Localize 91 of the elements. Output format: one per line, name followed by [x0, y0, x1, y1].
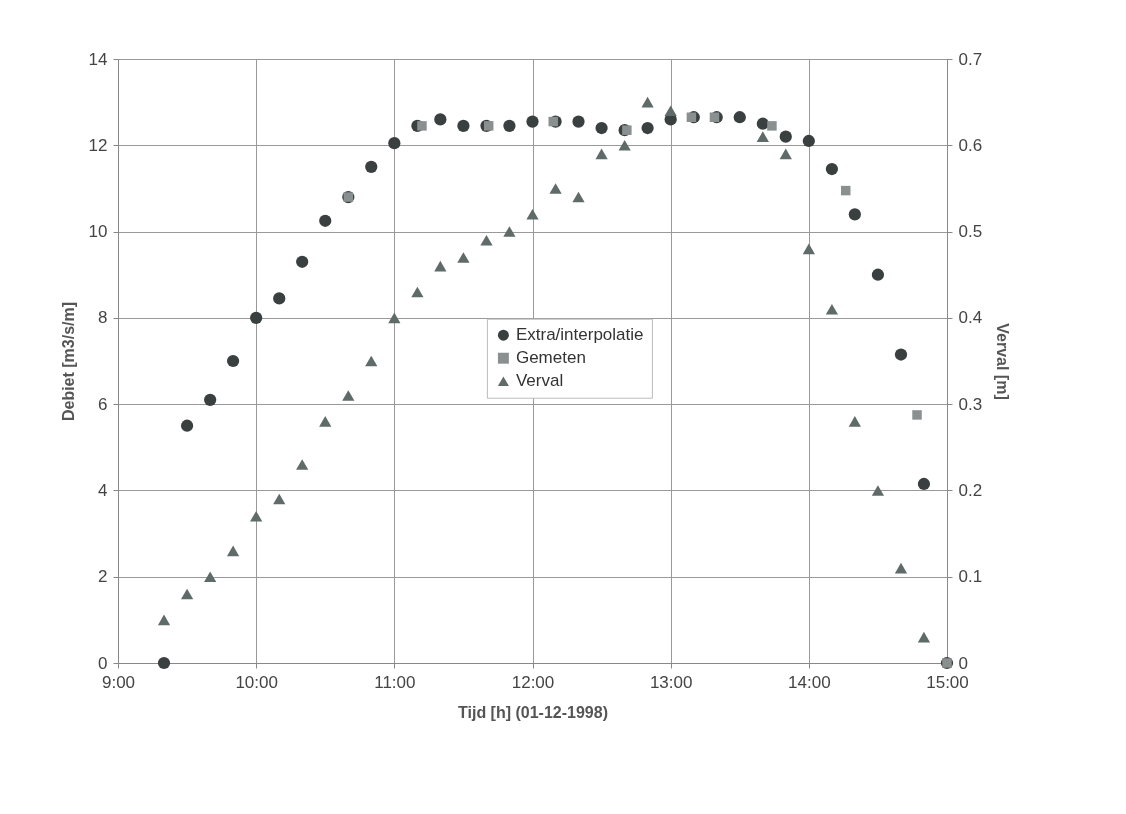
- point: [250, 311, 263, 324]
- point: [779, 130, 792, 143]
- point: [526, 115, 539, 128]
- point: [825, 303, 839, 315]
- point: [917, 477, 931, 491]
- point: [572, 115, 585, 128]
- x-tick-label: 12:00: [511, 672, 555, 692]
- point: [572, 191, 585, 203]
- point: [733, 111, 746, 124]
- point: [157, 614, 171, 626]
- y2-tick-label: 0.5: [958, 222, 983, 242]
- point: [848, 208, 861, 221]
- point: [894, 562, 908, 574]
- point: [388, 312, 401, 324]
- x-axis-title: Tijd [h] (01-12-1998): [458, 703, 608, 721]
- y-tick-label: 10: [88, 222, 108, 242]
- point: [204, 393, 217, 406]
- point: [226, 545, 240, 557]
- x-tick-label: 13:00: [649, 672, 693, 692]
- y-tick-label: 8: [98, 308, 108, 328]
- y2-tick-label: 0.7: [958, 49, 983, 69]
- y2-tick-label: 0.2: [958, 480, 983, 500]
- point: [526, 209, 539, 220]
- point: [480, 234, 493, 246]
- legend-label: Verval: [515, 371, 564, 391]
- y2-tick-label: 0.6: [958, 135, 983, 155]
- x-tick-label: 14:00: [788, 672, 831, 692]
- point: [157, 656, 171, 670]
- point: [917, 631, 931, 643]
- point: [319, 416, 332, 427]
- point: [204, 571, 217, 583]
- x-tick-label: 9:00: [101, 672, 136, 692]
- x-tick-label: 11:00: [374, 672, 416, 692]
- point: [848, 416, 861, 427]
- point: [457, 252, 470, 263]
- point: [365, 160, 378, 173]
- point: [664, 105, 677, 117]
- point: [434, 113, 447, 126]
- point: [825, 162, 839, 176]
- point: [779, 148, 792, 160]
- y-tick-label: 14: [88, 49, 108, 69]
- y-tick-label: 12: [88, 135, 108, 155]
- point: [417, 121, 427, 131]
- x-tick-label: 10:00: [235, 672, 278, 692]
- point: [180, 588, 194, 600]
- point: [457, 119, 470, 132]
- point: [871, 268, 885, 281]
- point: [226, 354, 240, 368]
- y-tick-label: 0: [98, 653, 108, 673]
- point: [296, 255, 309, 268]
- y2-tick-label: 0.1: [958, 567, 983, 587]
- point: [273, 493, 286, 505]
- point: [250, 511, 263, 522]
- point: [802, 243, 815, 255]
- point: [503, 226, 516, 237]
- y2-axis-title: Verval [m]: [994, 323, 1012, 400]
- legend-label: Extra/interpolatie: [515, 325, 644, 345]
- point: [641, 96, 654, 108]
- point: [503, 119, 516, 132]
- legend-label: Gemeten: [515, 348, 586, 368]
- point: [622, 125, 632, 135]
- point: [595, 121, 608, 135]
- point: [840, 185, 851, 196]
- point: [273, 292, 286, 305]
- point: [767, 121, 777, 131]
- y-tick-label: 4: [98, 480, 108, 500]
- point: [802, 134, 815, 148]
- point: [912, 410, 922, 420]
- point: [894, 348, 908, 361]
- y2-tick-label: 0.3: [958, 394, 983, 414]
- point: [756, 131, 769, 142]
- point: [365, 355, 378, 367]
- point: [296, 459, 309, 470]
- point: [411, 286, 424, 298]
- point: [641, 121, 654, 135]
- x-tick-label: 15:00: [926, 672, 969, 692]
- y-tick-label: 2: [98, 567, 108, 587]
- point: [388, 137, 401, 150]
- point: [319, 214, 332, 227]
- point: [595, 148, 608, 160]
- point: [434, 260, 447, 272]
- y2-tick-label: 0.4: [958, 308, 983, 328]
- y-tick-label: 6: [98, 394, 108, 414]
- y-axis-title: Debiet [m3/s/m]: [59, 301, 77, 422]
- point: [618, 139, 631, 151]
- point: [871, 485, 885, 496]
- point: [342, 390, 355, 401]
- point: [549, 183, 562, 194]
- point: [180, 419, 194, 432]
- y2-tick-label: 0: [958, 653, 968, 673]
- point: [548, 116, 558, 127]
